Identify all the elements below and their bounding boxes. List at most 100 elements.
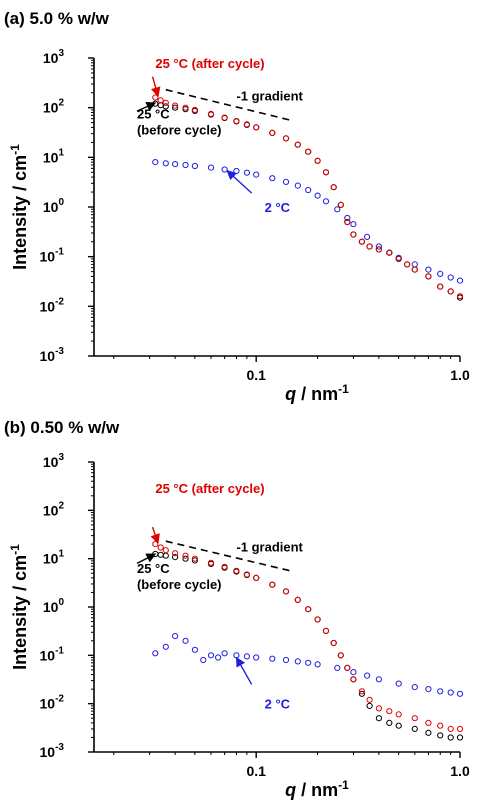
data-point <box>243 121 250 128</box>
annotation-arrow <box>150 526 160 545</box>
gradient-guide-line <box>165 88 293 122</box>
data-point <box>375 676 382 683</box>
plot-area: 10-3 10-2 10-1 100 101 102 103 0.1 1.0 q / nm-1 In… <box>8 48 470 404</box>
data-point <box>364 233 371 240</box>
data-point <box>386 719 393 727</box>
data-point <box>191 555 198 562</box>
data-point <box>425 273 432 280</box>
data-point <box>162 643 169 650</box>
data-point <box>162 99 169 107</box>
annotation-arrow <box>235 656 253 685</box>
data-point <box>337 652 344 659</box>
data-point <box>395 680 402 687</box>
y-tick-label: 10-1 <box>40 247 65 265</box>
data-point <box>437 270 444 277</box>
data-point <box>456 725 464 733</box>
data-point <box>425 266 432 273</box>
panel-a: (a) 5.0 % w/w 10-3 10-2 10-1 100 101 102 103 0.… <box>4 9 470 404</box>
y-tick-label: 103 <box>43 48 65 66</box>
data-point <box>233 167 240 175</box>
data-point <box>350 669 357 676</box>
y-tick-label: 10-3 <box>40 742 65 760</box>
data-point <box>305 186 312 194</box>
data-point <box>358 688 365 695</box>
data-point <box>253 574 260 582</box>
data-point <box>294 182 301 189</box>
annotation-label: 25 °C (after cycle) <box>155 481 264 496</box>
data-point <box>411 684 418 691</box>
data-point <box>395 255 402 262</box>
data-point <box>437 732 444 739</box>
data-point <box>437 283 444 290</box>
data-point <box>344 664 351 672</box>
data-point <box>182 555 189 562</box>
data-point <box>282 178 290 185</box>
annotation-arrow <box>150 76 161 98</box>
y-tick-label: 10-1 <box>40 645 65 663</box>
data-point <box>447 274 454 281</box>
data-point <box>437 722 444 729</box>
data-point <box>191 557 198 564</box>
data-point <box>447 725 454 733</box>
data-point <box>425 686 432 693</box>
data-point <box>162 547 169 554</box>
data-point <box>322 627 330 635</box>
data-point <box>330 184 337 191</box>
data-point <box>282 135 290 142</box>
data-point <box>233 652 240 659</box>
data-point <box>152 159 159 166</box>
data-point <box>350 221 357 228</box>
data-point <box>269 129 276 136</box>
annotation-label: 25 °C (before cycle) <box>137 107 222 138</box>
annotation-label: 25 °C (before cycle) <box>137 561 222 592</box>
y-tick-label: 10-3 <box>40 346 65 364</box>
data-point <box>191 162 198 170</box>
data-point <box>344 218 351 226</box>
data-point <box>152 94 159 101</box>
data-point <box>305 606 312 613</box>
data-point <box>233 117 240 125</box>
annotation-arrow <box>226 169 253 194</box>
data-point <box>375 715 382 722</box>
data-point <box>330 639 337 647</box>
data-point <box>162 103 169 110</box>
y-tick-label: 10-2 <box>40 694 65 712</box>
data-point <box>314 616 321 623</box>
data-point <box>253 171 260 178</box>
data-point <box>162 552 169 559</box>
data-point <box>456 277 464 284</box>
y-tick-label: 101 <box>43 147 65 165</box>
data-point <box>411 261 418 268</box>
data-point <box>425 729 432 736</box>
data-point <box>243 169 250 176</box>
x-tick-label: 1.0 <box>450 763 470 779</box>
data-point <box>322 198 330 205</box>
y-tick-label: 10-2 <box>40 296 65 314</box>
data-point <box>456 734 464 741</box>
annotation-arrow <box>136 553 157 564</box>
x-tick-label: 0.1 <box>246 367 266 383</box>
data-point <box>386 249 393 256</box>
y-axis-title: Intensity / cm-1 <box>8 144 30 270</box>
data-point <box>157 551 164 558</box>
data-point <box>386 708 393 715</box>
data-point <box>221 166 228 173</box>
data-point <box>172 161 179 168</box>
annotation-label: 2 °C <box>265 696 291 711</box>
data-point <box>437 688 444 695</box>
data-point <box>243 653 250 660</box>
series <box>152 633 464 697</box>
data-point <box>191 106 198 114</box>
data-point <box>182 104 189 111</box>
data-point <box>182 552 189 559</box>
y-axis-title: Intensity / cm-1 <box>8 544 30 670</box>
data-point <box>200 656 207 664</box>
data-point <box>366 696 373 703</box>
data-point <box>207 559 215 566</box>
data-point <box>447 734 454 741</box>
data-point <box>404 261 411 268</box>
data-point <box>456 690 464 697</box>
series <box>152 541 464 733</box>
data-point <box>334 206 341 213</box>
y-tick-label: 102 <box>43 98 65 116</box>
